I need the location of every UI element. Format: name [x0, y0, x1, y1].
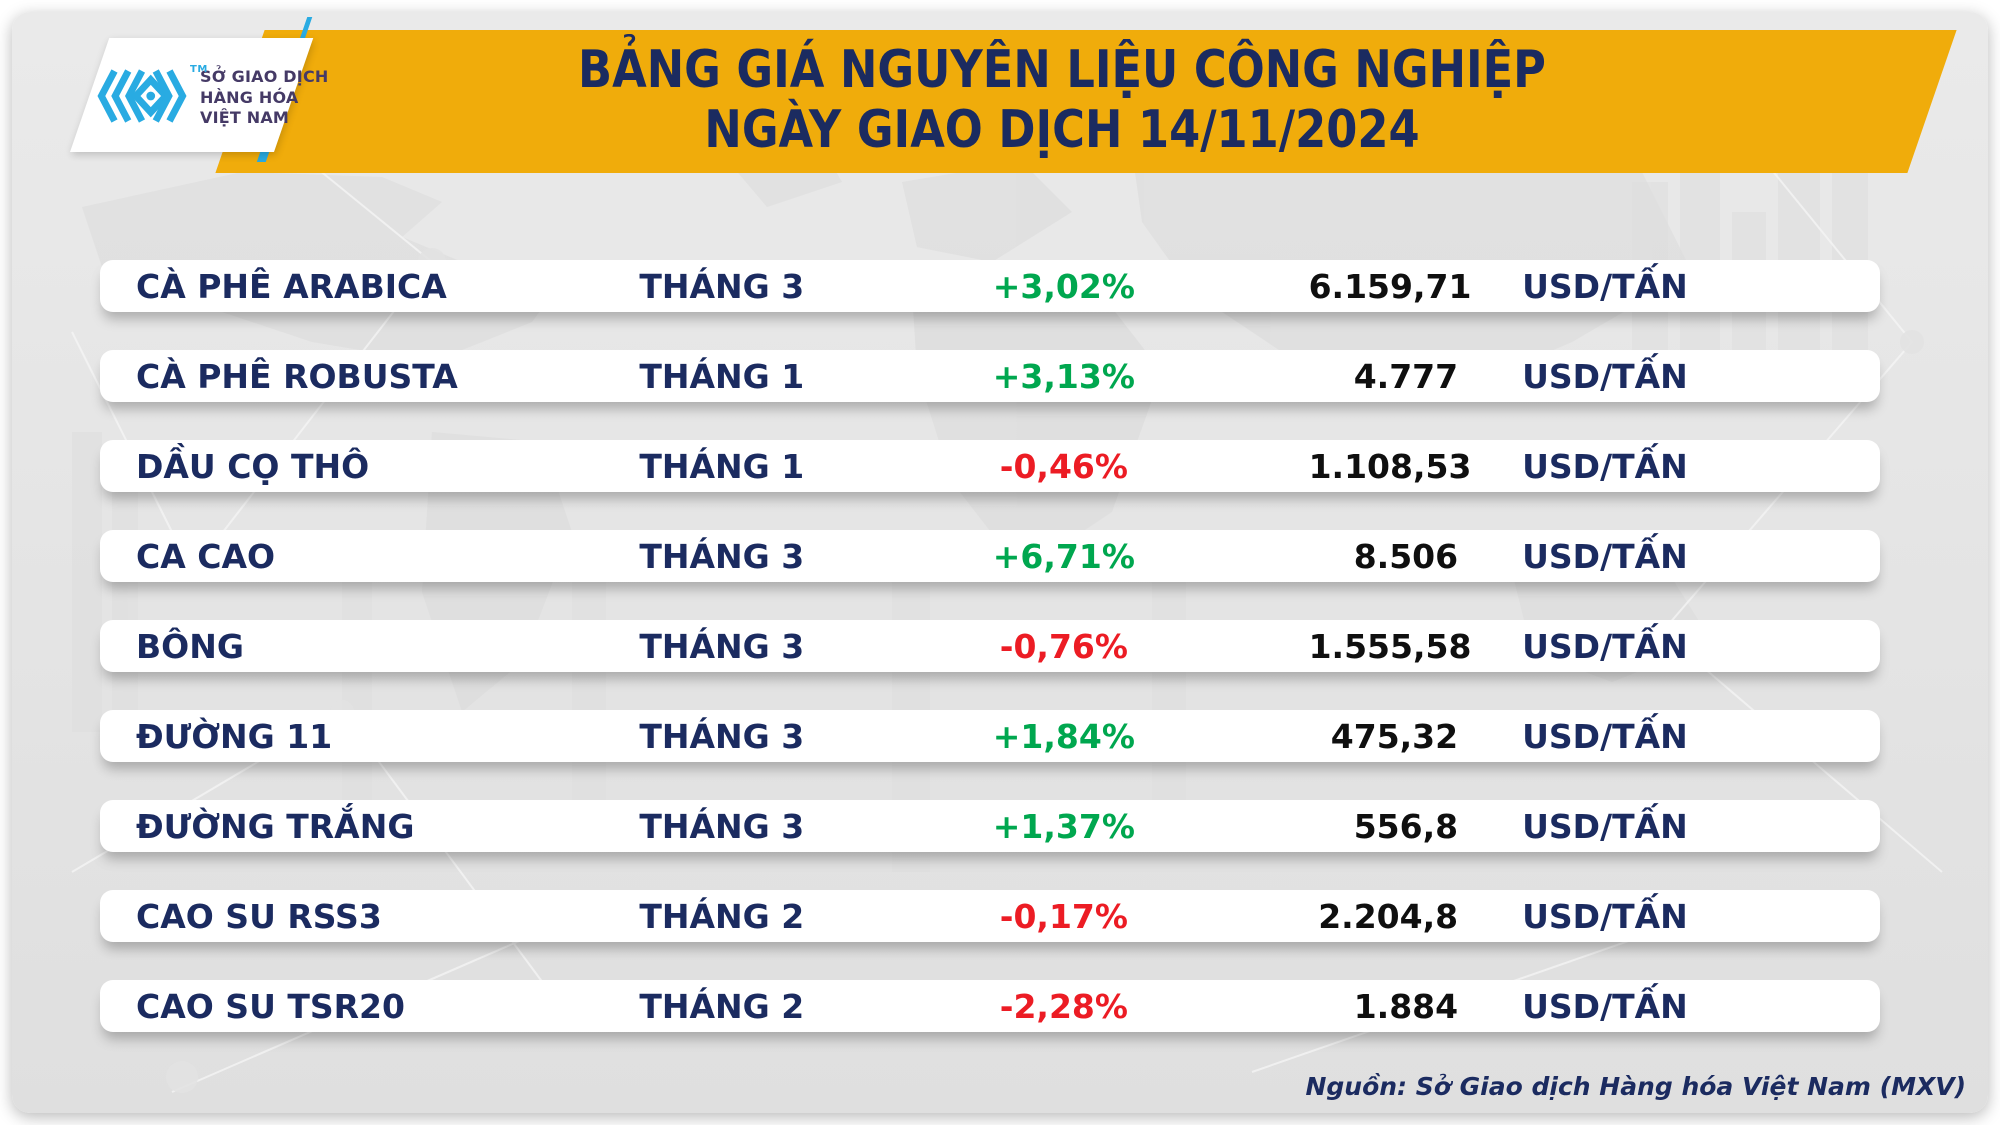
commodity-row: CAO SU TSR20 THÁNG 2 -2,28% 1.884 USD/TẤ… — [100, 980, 1880, 1032]
change-percent: +6,71% — [992, 536, 1135, 576]
contract-month: THÁNG 3 — [639, 626, 805, 666]
change-percent: +1,37% — [992, 806, 1135, 846]
contract-month: THÁNG 3 — [639, 806, 805, 846]
price-value: 2.204,8 — [1318, 896, 1459, 936]
contract-month: THÁNG 1 — [639, 356, 805, 396]
commodity-row: ĐƯỜNG TRẮNG THÁNG 3 +1,37% 556,8 USD/TẤN — [100, 800, 1880, 852]
commodity-row: ĐƯỜNG 11 THÁNG 3 +1,84% 475,32 USD/TẤN — [100, 710, 1880, 762]
change-percent: -0,46% — [999, 446, 1128, 486]
price-table: CÀ PHÊ ARABICA THÁNG 3 +3,02% 6.159,71 U… — [100, 260, 1880, 1032]
org-name: SỞ GIAO DỊCH HÀNG HÓA VIỆT NAM — [200, 67, 328, 128]
change-percent: -2,28% — [999, 986, 1128, 1026]
trademark-symbol: TM — [190, 64, 208, 75]
price-value: 4.777 — [1353, 356, 1459, 396]
price-unit: USD/TẤN — [1522, 626, 1688, 666]
price-value: 475,32 — [1330, 716, 1459, 756]
contract-month: THÁNG 3 — [639, 266, 805, 306]
commodity-name: ĐƯỜNG TRẮNG — [136, 806, 415, 846]
price-value: 1.108,53 — [1308, 446, 1472, 486]
change-percent: +3,02% — [992, 266, 1135, 306]
commodity-name: DẦU CỌ THÔ — [136, 446, 370, 486]
price-unit: USD/TẤN — [1522, 446, 1688, 486]
commodity-name: CÀ PHÊ ARABICA — [136, 266, 447, 306]
price-unit: USD/TẤN — [1522, 716, 1688, 756]
price-value: 8.506 — [1353, 536, 1459, 576]
change-percent: -0,76% — [999, 626, 1128, 666]
commodity-row: CÀ PHÊ ROBUSTA THÁNG 1 +3,13% 4.777 USD/… — [100, 350, 1880, 402]
commodity-name: BÔNG — [136, 626, 244, 666]
change-percent: +3,13% — [992, 356, 1135, 396]
commodity-row: CÀ PHÊ ARABICA THÁNG 3 +3,02% 6.159,71 U… — [100, 260, 1880, 312]
contract-month: THÁNG 3 — [639, 536, 805, 576]
contract-month: THÁNG 1 — [639, 446, 805, 486]
commodity-name: ĐƯỜNG 11 — [136, 716, 333, 756]
price-value: 6.159,71 — [1308, 266, 1472, 306]
change-percent: +1,84% — [992, 716, 1135, 756]
price-value: 1.555,58 — [1308, 626, 1472, 666]
mxv-logo-icon: TM — [94, 64, 207, 130]
org-name-line3: VIỆT NAM — [200, 108, 290, 128]
price-unit: USD/TẤN — [1522, 896, 1688, 936]
price-unit: USD/TẤN — [1522, 536, 1688, 576]
logo: TM SỞ GIAO DỊCH HÀNG HÓA VIỆT NAM — [94, 50, 328, 146]
commodity-row: CA CAO THÁNG 3 +6,71% 8.506 USD/TẤN — [100, 530, 1880, 582]
commodity-row: CAO SU RSS3 THÁNG 2 -0,17% 2.204,8 USD/T… — [100, 890, 1880, 942]
price-unit: USD/TẤN — [1522, 806, 1688, 846]
price-value: 1.884 — [1353, 986, 1459, 1026]
price-unit: USD/TẤN — [1522, 266, 1688, 306]
commodity-row: BÔNG THÁNG 3 -0,76% 1.555,58 USD/TẤN — [100, 620, 1880, 672]
commodity-name: CÀ PHÊ ROBUSTA — [136, 356, 458, 396]
commodity-name: CA CAO — [136, 536, 276, 576]
price-value: 556,8 — [1353, 806, 1459, 846]
price-board-card: TM SỞ GIAO DỊCH HÀNG HÓA VIỆT NAM BẢNG G… — [12, 12, 1988, 1113]
change-percent: -0,17% — [999, 896, 1128, 936]
page-title: BẢNG GIÁ NGUYÊN LIỆU CÔNG NGHIỆP NGÀY GI… — [486, 40, 1638, 165]
contract-month: THÁNG 3 — [639, 716, 805, 756]
org-name-line2: HÀNG HÓA — [200, 87, 299, 107]
commodity-name: CAO SU RSS3 — [136, 896, 382, 936]
org-name-line1: SỞ GIAO DỊCH — [200, 67, 329, 87]
price-unit: USD/TẤN — [1522, 356, 1688, 396]
source-note: Nguồn: Sở Giao dịch Hàng hóa Việt Nam (M… — [1305, 1072, 1966, 1101]
contract-month: THÁNG 2 — [639, 986, 805, 1026]
page-title-line1: BẢNG GIÁ NGUYÊN LIỆU CÔNG NGHIỆP — [578, 40, 1546, 100]
contract-month: THÁNG 2 — [639, 896, 805, 936]
commodity-name: CAO SU TSR20 — [136, 986, 405, 1026]
commodity-row: DẦU CỌ THÔ THÁNG 1 -0,46% 1.108,53 USD/T… — [100, 440, 1880, 492]
price-unit: USD/TẤN — [1522, 986, 1688, 1026]
page-title-line2: NGÀY GIAO DỊCH 14/11/2024 — [704, 100, 1420, 161]
